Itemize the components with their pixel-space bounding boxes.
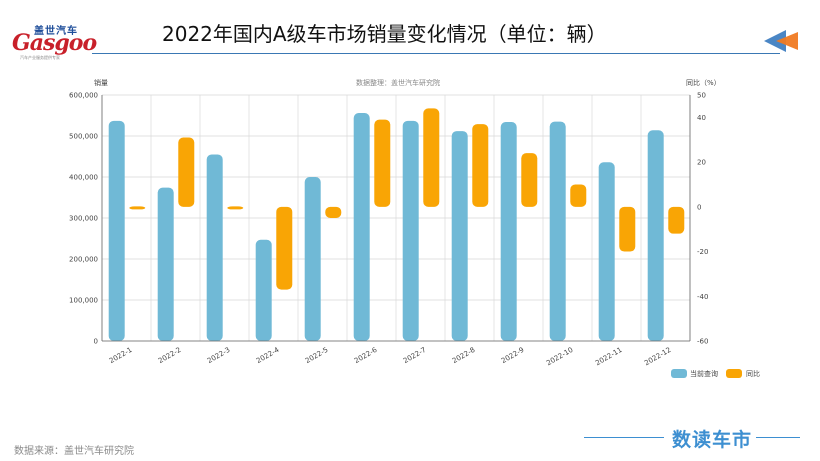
y-tick-label: 400,000 <box>69 174 98 182</box>
x-tick-label: 2022-6 <box>353 346 379 366</box>
logo-tagline: 汽车产业服务提供专家 <box>20 55 60 60</box>
sales-bar <box>206 154 223 341</box>
yoy-bar <box>472 124 489 207</box>
y2-tick-label: 40 <box>697 114 706 122</box>
x-tick-label: 2022-11 <box>594 346 623 368</box>
sales-bar <box>157 187 174 341</box>
yoy-bar <box>276 206 293 290</box>
legend-swatch-sales <box>671 369 687 378</box>
page-title: 2022年国内A级车市场销量变化情况（单位：辆） <box>162 22 607 46</box>
sales-bar <box>549 121 566 342</box>
brand-mark: 数读车市 <box>672 429 753 451</box>
y2-tick-label: 0 <box>697 203 701 211</box>
sales-bar <box>647 130 664 341</box>
sales-bar <box>108 120 125 341</box>
x-tick-label: 2022-10 <box>545 346 574 368</box>
y-tick-label: 300,000 <box>69 215 98 223</box>
sales-bar <box>402 120 419 341</box>
y2-tick-label: 20 <box>697 159 706 167</box>
y2-tick-label: -60 <box>697 338 708 346</box>
sales-bar <box>500 122 517 341</box>
chart-y2label: 同比（%） <box>686 78 721 87</box>
yoy-bar <box>227 206 244 210</box>
x-tick-label: 2022-1 <box>108 346 133 365</box>
sales-bar <box>598 162 615 341</box>
y2-tick-label: 50 <box>697 92 706 100</box>
brand-rule-right <box>756 437 800 438</box>
legend-swatch-yoy <box>726 369 742 378</box>
sales-chart: 销量 数据整理：盖世汽车研究院 同比（%） 0 100,000 200,000 300… <box>69 78 760 378</box>
back-arrow-icon <box>764 30 798 52</box>
y-tick-label: 0 <box>94 338 98 346</box>
yoy-bar <box>374 119 391 207</box>
x-tick-label: 2022-7 <box>402 346 427 365</box>
sales-bar <box>304 177 321 341</box>
yoy-bar <box>129 206 146 210</box>
x-tick-label: 2022-12 <box>643 346 672 368</box>
legend-label-yoy: 同比 <box>746 369 760 378</box>
x-tick-label: 2022-2 <box>157 346 182 365</box>
x-tick-label: 2022-3 <box>206 346 231 365</box>
sales-bar <box>353 113 370 341</box>
yoy-bar <box>619 206 636 252</box>
yoy-bar <box>423 108 440 207</box>
x-tick-label: 2022-4 <box>255 346 281 366</box>
x-tick-label: 2022-9 <box>500 346 525 365</box>
brand-rule-left <box>584 437 664 438</box>
data-source-note: 数据来源：盖世汽车研究院 <box>14 446 134 457</box>
chart-bars <box>108 108 685 342</box>
y2-tick-label: -40 <box>697 293 708 301</box>
y-tick-label: 100,000 <box>69 297 98 305</box>
yoy-bar <box>325 206 342 218</box>
y-tick-label: 200,000 <box>69 256 98 264</box>
sales-bar <box>255 239 272 341</box>
logo-chinese-text: 盖世汽车 <box>34 26 78 37</box>
y-tick-label: 600,000 <box>69 92 98 100</box>
y-tick-label: 500,000 <box>69 133 98 141</box>
chart-subtitle: 数据整理：盖世汽车研究院 <box>356 78 440 87</box>
title-rule <box>92 53 780 54</box>
yoy-bar <box>178 137 195 207</box>
yoy-bar <box>570 184 587 207</box>
y2-tick-label: -20 <box>697 248 708 256</box>
legend-label-sales: 当前查询 <box>690 369 718 378</box>
chart-legend: 当前查询 同比 <box>671 369 760 378</box>
logo-english-text: Gasgoo <box>12 30 97 56</box>
gasgoo-logo: 盖世汽车 Gasgoo 汽车产业服务提供专家 <box>12 22 97 62</box>
sales-bar <box>451 131 468 341</box>
yoy-bar <box>521 153 538 207</box>
chart-ylabel: 销量 <box>94 78 108 87</box>
x-tick-label: 2022-8 <box>451 346 476 365</box>
yoy-bar <box>668 206 685 234</box>
x-tick-label: 2022-5 <box>304 346 329 365</box>
